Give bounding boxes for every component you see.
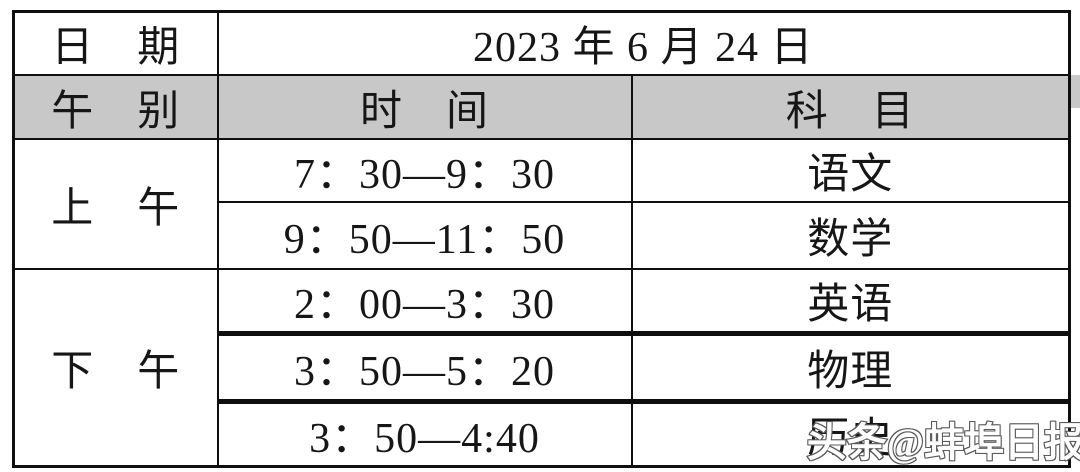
time-cell-math: 9：50—11：50 xyxy=(216,201,633,270)
subject-cell-physics: 物理 xyxy=(630,331,1071,404)
subject-cell-english: 英语 xyxy=(630,268,1071,335)
table-row-morning-1: 上 午 7：30—9：30 语文 xyxy=(12,138,1071,270)
table-row-afternoon-3: 3：50—4:40 历史 xyxy=(14,400,1071,468)
subject-cell-chinese: 语文 xyxy=(630,138,1071,203)
toutiao-watermark: 头条@蚌埠日报 xyxy=(806,419,1080,466)
column-header-row: 午 别 时 间 科 目 xyxy=(12,74,1071,140)
subject-cell-history: 历史 xyxy=(630,400,1071,468)
table-row-afternoon-2: 3：50—5：20 物理 xyxy=(14,331,1071,404)
exam-schedule-table: 日 期 2023 年 6 月 24 日 午 别 时 间 科 目 上 午 7：30… xyxy=(12,10,1072,468)
date-label: 日 期 xyxy=(12,10,219,76)
table-row-afternoon-1: 下 午 2：00—3：30 英语 xyxy=(12,268,1071,468)
time-cell-english: 2：00—3：30 xyxy=(216,268,633,335)
time-cell-chinese: 7：30—9：30 xyxy=(216,138,633,203)
time-cell-history: 3：50—4:40 xyxy=(216,400,633,468)
date-row: 日 期 2023 年 6 月 24 日 xyxy=(12,10,1071,76)
header-time: 时 间 xyxy=(216,74,633,140)
header-session: 午 别 xyxy=(12,74,219,140)
date-value: 2023 年 6 月 24 日 xyxy=(216,10,1071,76)
session-morning-label: 上 午 xyxy=(12,138,219,270)
table-row-morning-2: 9：50—11：50 数学 xyxy=(14,201,1071,270)
subject-cell-math: 数学 xyxy=(630,201,1071,270)
header-subject: 科 目 xyxy=(630,74,1071,140)
time-cell-physics: 3：50—5：20 xyxy=(216,331,633,404)
session-afternoon-label: 下 午 xyxy=(12,268,219,468)
